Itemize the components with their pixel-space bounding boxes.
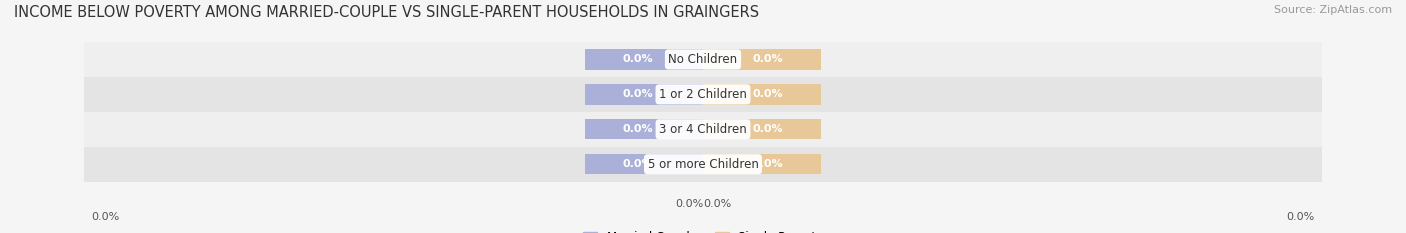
Text: 1 or 2 Children: 1 or 2 Children [659,88,747,101]
Text: 0.0%: 0.0% [752,159,783,169]
Text: 0.0%: 0.0% [623,55,654,64]
Bar [0,42,1406,77]
Bar [703,119,821,139]
Bar [0,77,1406,112]
Text: 0.0%: 0.0% [752,124,783,134]
Text: 0.0%: 0.0% [623,89,654,99]
Text: 0.0%: 0.0% [91,212,120,222]
Text: 0.0%: 0.0% [752,55,783,64]
Text: 0.0%: 0.0% [675,199,703,209]
Text: 3 or 4 Children: 3 or 4 Children [659,123,747,136]
Text: 0.0%: 0.0% [703,199,731,209]
Legend: Married Couples, Single Parents: Married Couples, Single Parents [579,226,827,233]
Text: 5 or more Children: 5 or more Children [648,158,758,171]
Text: No Children: No Children [668,53,738,66]
Text: 0.0%: 0.0% [1286,212,1315,222]
Text: Source: ZipAtlas.com: Source: ZipAtlas.com [1274,5,1392,15]
Bar [0,147,1406,182]
Bar [585,84,703,105]
Bar [703,49,821,69]
Bar [585,49,703,69]
Bar [703,84,821,105]
Text: 0.0%: 0.0% [623,159,654,169]
Bar [703,154,821,174]
Text: 0.0%: 0.0% [623,124,654,134]
Bar [585,154,703,174]
Text: 0.0%: 0.0% [752,89,783,99]
Bar [0,112,1406,147]
Text: INCOME BELOW POVERTY AMONG MARRIED-COUPLE VS SINGLE-PARENT HOUSEHOLDS IN GRAINGE: INCOME BELOW POVERTY AMONG MARRIED-COUPL… [14,5,759,20]
Bar [585,119,703,139]
